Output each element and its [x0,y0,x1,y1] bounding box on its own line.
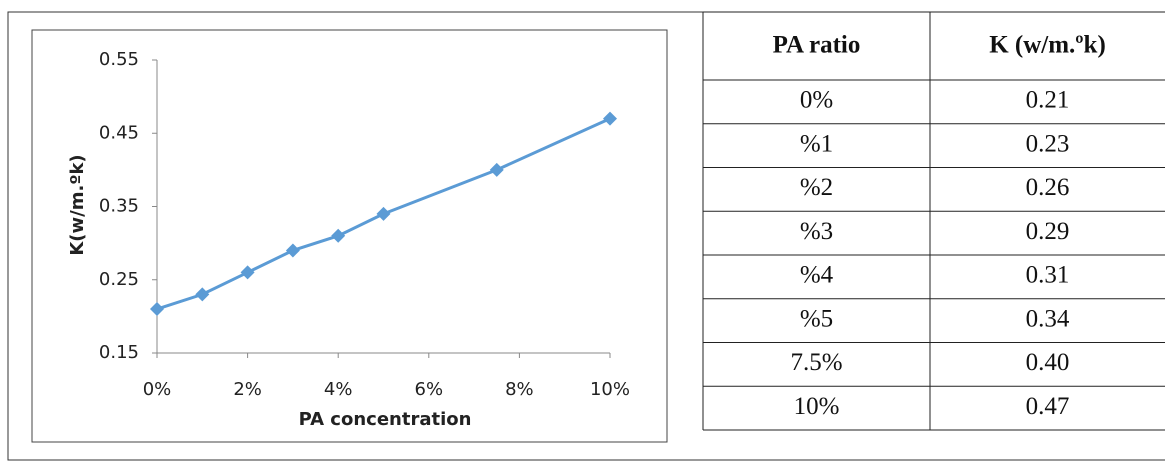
x-tick-label: 8% [505,379,534,400]
table-cell: 0.40 [1026,349,1070,376]
x-tick-label: 2% [233,379,262,400]
data-point [603,111,617,126]
table-cell: 0.21 [1026,87,1070,114]
chart-frame [31,29,668,443]
data-point [376,206,391,221]
table-cell: 0.26 [1026,174,1070,201]
table-cell: 10% [794,393,840,420]
table-cell: %2 [800,174,833,201]
outer-frame [7,11,1165,461]
table-cell: 7.5% [790,349,842,376]
y-axis-title: K(w/m.ºk) [67,154,88,255]
table: PA ratio K (w/m.ºk) 0% 0.21 %1 0.23 %2 0.26 %3 0.… [702,11,1165,431]
table-cell: 0.23 [1026,130,1070,157]
data-point [195,287,210,302]
series-line [156,117,611,311]
table-cell: 0.34 [1026,305,1070,332]
y-tick-label: 0.25 [99,269,139,290]
table-cell: %1 [800,130,833,157]
table-cell: %3 [800,218,833,245]
data-point [331,228,346,243]
table-cell: %4 [800,262,834,289]
x-tick-label: 0% [143,379,172,400]
y-tick-label: 0.35 [99,196,139,217]
table-cell: 0% [800,87,833,114]
y-tick-label: 0.45 [99,122,139,143]
x-tick-label: 10% [590,379,630,400]
x-tick-label: 6% [415,379,444,400]
data-point [489,162,504,177]
table-cell: %5 [800,305,833,332]
x-tick-label: 4% [324,379,353,400]
table-header: PA ratio [773,32,861,59]
table-cell: 0.29 [1026,218,1070,245]
table-cell: 0.47 [1026,393,1070,420]
y-tick-label: 0.55 [99,49,139,70]
data-point [240,265,255,280]
data-point [285,243,300,258]
table-cell: 0.31 [1026,262,1070,289]
data-point [150,302,164,317]
y-tick-label: 0.15 [99,342,139,363]
x-axis-title: PA concentration [299,409,472,430]
table-header: K (w/m.ºk) [989,32,1106,59]
